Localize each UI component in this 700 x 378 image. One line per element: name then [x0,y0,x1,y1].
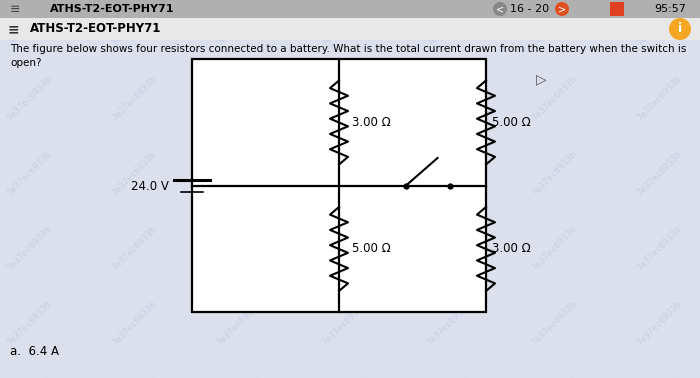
Text: 7e37ec6933b: 7e37ec6933b [426,74,474,122]
Text: ≡: ≡ [8,22,20,36]
Text: 7e37ec6933b: 7e37ec6933b [216,149,264,197]
Text: a.  6.4 A: a. 6.4 A [10,345,59,358]
Text: 7e37ec6933b: 7e37ec6933b [216,0,264,47]
Text: ATHS-T2-EOT-PHY71: ATHS-T2-EOT-PHY71 [30,23,162,36]
Text: 7e37ec6933b: 7e37ec6933b [216,374,264,378]
Text: 7e37ec6933b: 7e37ec6933b [426,299,474,347]
Text: 5.00 Ω: 5.00 Ω [492,116,531,129]
Text: 7e37ec6933b: 7e37ec6933b [111,0,159,47]
Text: 7e37ec6933b: 7e37ec6933b [426,224,474,272]
Text: 3.00 Ω: 3.00 Ω [492,243,531,256]
Circle shape [493,2,507,16]
Text: i: i [678,23,682,36]
Text: 7e37ec6933b: 7e37ec6933b [426,374,474,378]
Text: 7e37ec6933b: 7e37ec6933b [111,74,159,122]
Text: 7e37ec6933b: 7e37ec6933b [216,74,264,122]
Text: <: < [496,4,504,14]
Text: >: > [558,4,566,14]
Text: 7e37ec6933b: 7e37ec6933b [321,149,369,197]
Text: 7e37ec6933b: 7e37ec6933b [6,299,54,347]
Text: 7e37ec6933b: 7e37ec6933b [636,74,684,122]
Text: 24.0 V: 24.0 V [131,180,169,192]
Text: 7e37ec6933b: 7e37ec6933b [636,299,684,347]
Text: 16 - 20: 16 - 20 [510,4,550,14]
Text: 7e37ec6933b: 7e37ec6933b [321,74,369,122]
Text: 7e37ec6933b: 7e37ec6933b [636,0,684,47]
Text: 7e37ec6933b: 7e37ec6933b [531,74,579,122]
Text: 7e37ec6933b: 7e37ec6933b [531,149,579,197]
Circle shape [669,18,691,40]
Text: 7e37ec6933b: 7e37ec6933b [6,224,54,272]
Text: ▷: ▷ [536,72,546,86]
Text: 7e37ec6933b: 7e37ec6933b [531,299,579,347]
Text: 3.00 Ω: 3.00 Ω [352,116,391,129]
Circle shape [555,2,569,16]
Text: 7e37ec6933b: 7e37ec6933b [426,149,474,197]
Text: 7e37ec6933b: 7e37ec6933b [321,374,369,378]
Bar [610,2,624,16]
Text: ≡: ≡ [10,3,20,15]
Bar [0,18,700,40]
Text: 5.00 Ω: 5.00 Ω [352,243,391,256]
Text: 7e37ec6933b: 7e37ec6933b [6,74,54,122]
Text: 7e37ec6933b: 7e37ec6933b [111,224,159,272]
Text: 7e37ec6933b: 7e37ec6933b [426,0,474,47]
Text: 7e37ec6933b: 7e37ec6933b [6,149,54,197]
Bar [0,0,700,18]
Text: 7e37ec6933b: 7e37ec6933b [636,374,684,378]
Text: 7e37ec6933b: 7e37ec6933b [636,224,684,272]
Text: 7e37ec6933b: 7e37ec6933b [111,149,159,197]
Text: 7e37ec6933b: 7e37ec6933b [321,224,369,272]
Text: 7e37ec6933b: 7e37ec6933b [636,149,684,197]
Text: 7e37ec6933b: 7e37ec6933b [321,0,369,47]
Text: ATHS-T2-EOT-PHY71: ATHS-T2-EOT-PHY71 [50,4,174,14]
Text: 7e37ec6933b: 7e37ec6933b [321,299,369,347]
Text: 7e37ec6933b: 7e37ec6933b [216,224,264,272]
Text: 7e37ec6933b: 7e37ec6933b [531,0,579,47]
Text: The figure below shows four resistors connected to a battery. What is the total : The figure below shows four resistors co… [10,44,687,68]
Text: 7e37ec6933b: 7e37ec6933b [6,374,54,378]
Text: 7e37ec6933b: 7e37ec6933b [216,299,264,347]
Text: 7e37ec6933b: 7e37ec6933b [531,374,579,378]
Bar [192,59,486,312]
Text: 7e37ec6933b: 7e37ec6933b [6,0,54,47]
Text: 7e37ec6933b: 7e37ec6933b [111,374,159,378]
Text: 7e37ec6933b: 7e37ec6933b [111,299,159,347]
Text: 95:57: 95:57 [654,4,686,14]
Text: 7e37ec6933b: 7e37ec6933b [531,224,579,272]
